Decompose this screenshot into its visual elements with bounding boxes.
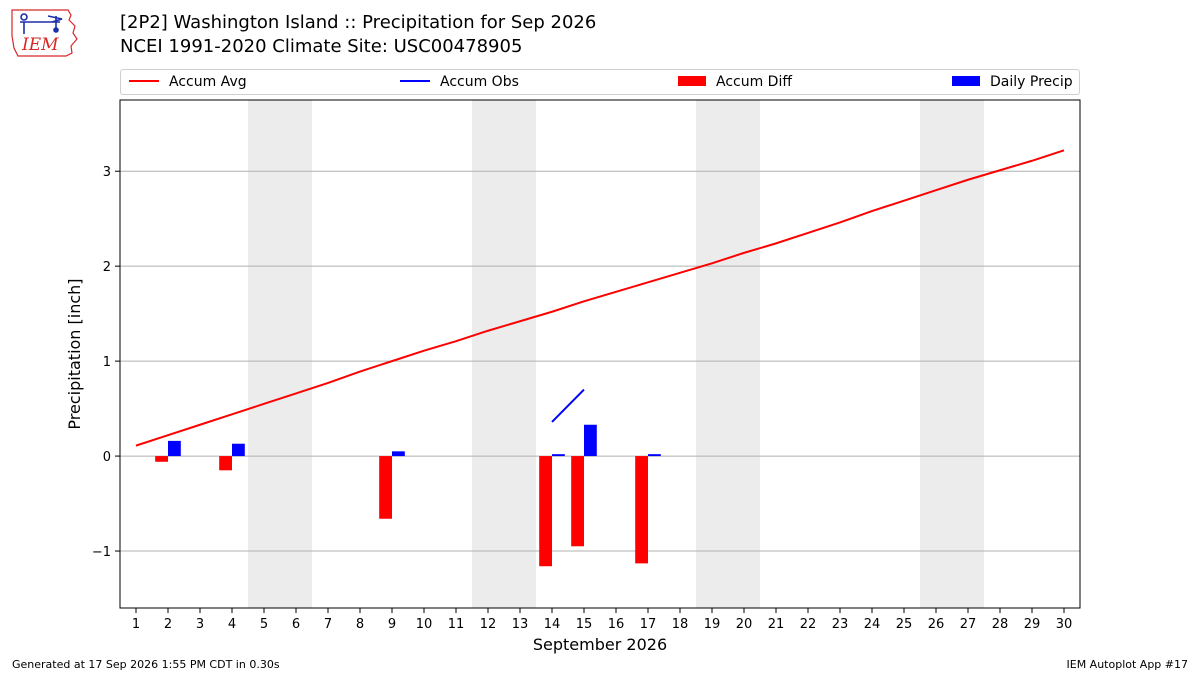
x-tick-label: 24 (864, 617, 881, 632)
bars (155, 424, 661, 567)
iem-logo: IEM (11, 9, 78, 57)
legend-swatch-accum-avg (129, 80, 159, 82)
y-tick-label: −1 (92, 545, 111, 560)
iowa-state-outline (11, 9, 78, 57)
x-tick-label: 9 (388, 617, 396, 632)
x-tick-label: 15 (576, 617, 593, 632)
legend-swatch-accum-obs (400, 80, 430, 82)
weekend-band (472, 100, 536, 608)
accum-diff-bar (379, 456, 392, 519)
daily-precip-bar (232, 443, 245, 457)
x-tick-label: 5 (260, 617, 268, 632)
x-tick-label: 13 (512, 617, 529, 632)
legend-item-accum-avg: Accum Avg (129, 74, 247, 90)
x-tick-label: 25 (896, 617, 913, 632)
chart-title: [2P2] Washington Island :: Precipitation… (120, 12, 597, 33)
accum-diff-bar (155, 456, 168, 462)
weekend-shading (248, 100, 984, 608)
accum-diff-bar (571, 456, 584, 547)
legend-item-accum-obs: Accum Obs (400, 74, 519, 90)
footer-app-text: IEM Autoplot App #17 (1066, 658, 1189, 671)
footer-generated-text: Generated at 17 Sep 2026 1:55 PM CDT in … (12, 658, 280, 671)
x-tick-label: 20 (736, 617, 753, 632)
x-tick-label: 28 (992, 617, 1009, 632)
x-tick-label: 11 (448, 617, 465, 632)
x-tick-label: 29 (1024, 617, 1041, 632)
x-tick-label: 21 (768, 617, 785, 632)
x-tick-label: 19 (704, 617, 721, 632)
x-tick-label: 6 (292, 617, 300, 632)
y-tick-label: 3 (103, 165, 111, 180)
legend-label-daily-precip: Daily Precip (990, 74, 1073, 90)
accum-obs-line (551, 388, 585, 423)
legend-label-accum-diff: Accum Diff (716, 74, 793, 90)
daily-precip-bar (392, 451, 405, 457)
accum-avg-line (135, 149, 1065, 447)
y-tick-label: 2 (103, 260, 111, 275)
daily-precip-bar (648, 454, 661, 457)
y-axis-label: Precipitation [inch] (65, 278, 84, 429)
legend-swatch-daily-precip (952, 75, 980, 86)
legend-item-daily-precip: Daily Precip (952, 74, 1073, 90)
y-tick-label: 0 (103, 450, 111, 465)
logo-text: IEM (21, 35, 59, 55)
series-lines (135, 149, 1065, 447)
x-tick-label: 26 (928, 617, 945, 632)
legend: Accum Avg Accum Obs Accum Diff Daily Pre… (120, 69, 1080, 95)
x-tick-label: 23 (832, 617, 849, 632)
x-tick-label: 10 (416, 617, 433, 632)
x-tick-label: 17 (640, 617, 657, 632)
gridlines (120, 170, 1080, 552)
x-tick-label: 14 (544, 617, 561, 632)
daily-precip-bar (168, 440, 181, 457)
legend-swatch-accum-diff (678, 75, 706, 86)
x-tick-label: 27 (960, 617, 977, 632)
x-tick-label: 7 (324, 617, 332, 632)
weather-station-icon (20, 13, 63, 34)
y-tick-label: 1 (103, 355, 111, 370)
legend-label-accum-avg: Accum Avg (169, 74, 247, 90)
accum-diff-bar (539, 456, 552, 567)
x-tick-label: 4 (228, 617, 236, 632)
plot-frame (119, 99, 1081, 609)
legend-item-accum-diff: Accum Diff (678, 74, 792, 90)
x-tick-label: 22 (800, 617, 817, 632)
x-tick-label: 2 (164, 617, 172, 632)
x-tick-label: 30 (1056, 617, 1073, 632)
accum-diff-bar (219, 456, 232, 471)
weekend-band (696, 100, 760, 608)
daily-precip-bar (552, 454, 565, 457)
x-tick-label: 3 (196, 617, 204, 632)
weekend-band (920, 100, 984, 608)
x-tick-label: 1 (132, 617, 140, 632)
legend-label-accum-obs: Accum Obs (440, 74, 519, 90)
x-tick-label: 8 (356, 617, 364, 632)
weekend-band (248, 100, 312, 608)
x-tick-label: 12 (480, 617, 497, 632)
x-tick-label: 18 (672, 617, 689, 632)
daily-precip-bar (584, 424, 597, 457)
accum-diff-bar (635, 456, 648, 564)
chart-subtitle: NCEI 1991-2020 Climate Site: USC00478905 (120, 36, 523, 57)
x-axis-label: September 2026 (533, 635, 667, 654)
x-tick-label: 16 (608, 617, 625, 632)
